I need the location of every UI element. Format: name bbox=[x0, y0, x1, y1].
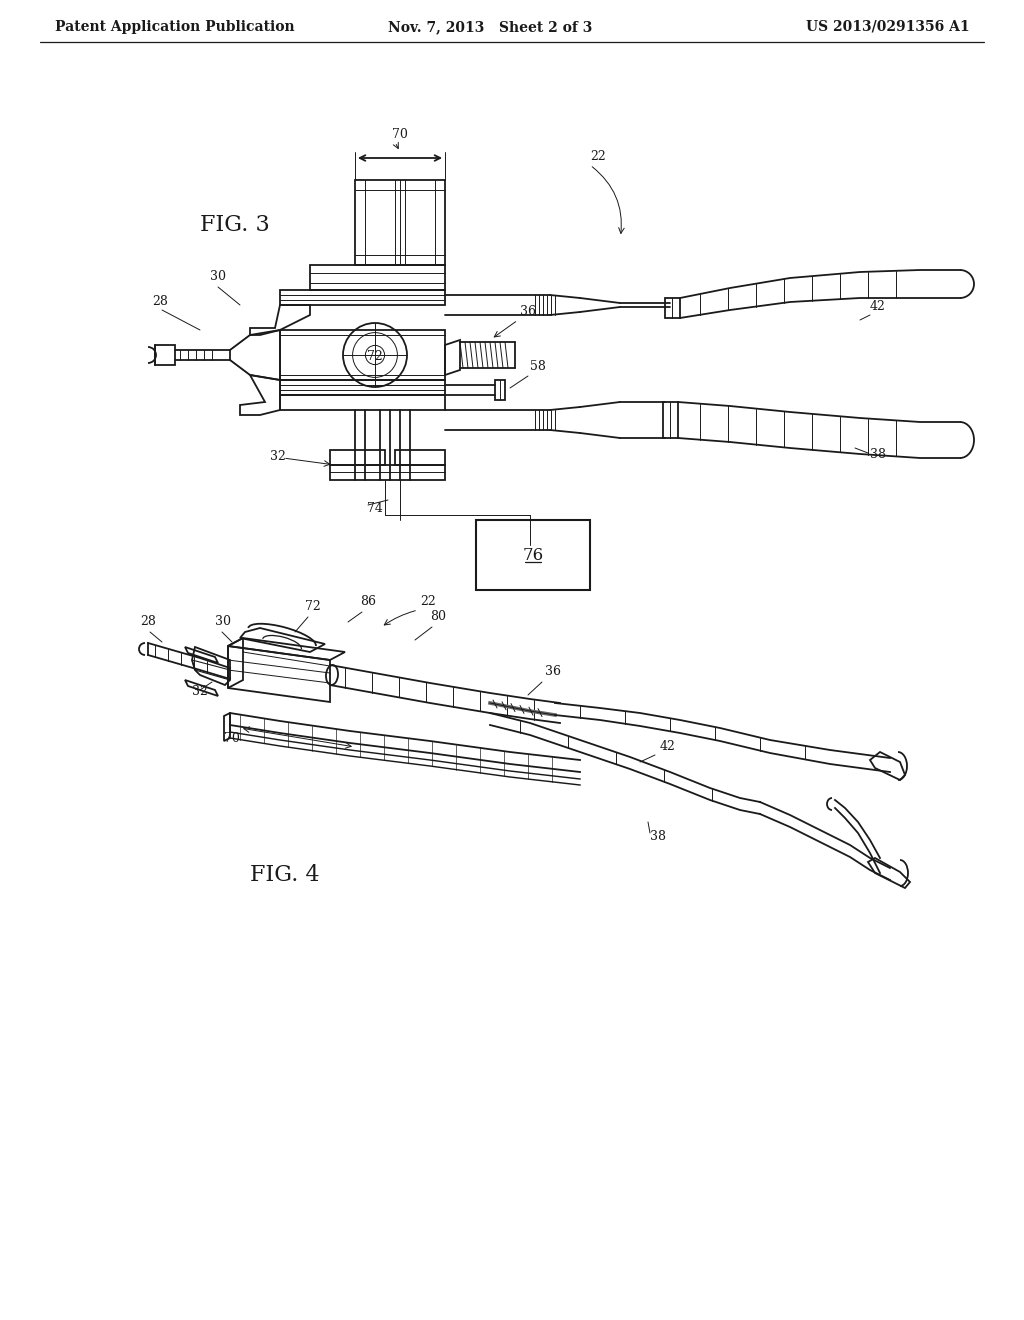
Text: 58: 58 bbox=[530, 360, 546, 374]
Text: Patent Application Publication: Patent Application Publication bbox=[55, 20, 295, 34]
Text: 42: 42 bbox=[660, 741, 676, 752]
Text: 28: 28 bbox=[152, 294, 168, 308]
Text: 72: 72 bbox=[305, 601, 321, 612]
Text: 42: 42 bbox=[870, 300, 886, 313]
Text: 76: 76 bbox=[522, 546, 544, 564]
Text: FIG. 3: FIG. 3 bbox=[200, 214, 269, 236]
Text: 38: 38 bbox=[650, 830, 666, 843]
Text: 74: 74 bbox=[367, 502, 383, 515]
Text: 30: 30 bbox=[215, 615, 231, 628]
Text: 38: 38 bbox=[870, 447, 886, 461]
Text: 32: 32 bbox=[270, 450, 286, 463]
Text: 28: 28 bbox=[140, 615, 156, 628]
Text: 70: 70 bbox=[392, 128, 408, 141]
Text: US 2013/0291356 A1: US 2013/0291356 A1 bbox=[806, 20, 970, 34]
Text: 80: 80 bbox=[430, 610, 446, 623]
Text: 22: 22 bbox=[590, 150, 606, 162]
Text: 22: 22 bbox=[420, 595, 436, 609]
Text: 30: 30 bbox=[210, 271, 226, 282]
Text: 72: 72 bbox=[368, 351, 383, 363]
Text: 32: 32 bbox=[193, 685, 208, 698]
Text: 36: 36 bbox=[545, 665, 561, 678]
Text: 70: 70 bbox=[224, 733, 240, 744]
Text: FIG. 4: FIG. 4 bbox=[250, 865, 319, 886]
Text: Nov. 7, 2013   Sheet 2 of 3: Nov. 7, 2013 Sheet 2 of 3 bbox=[388, 20, 592, 34]
Text: 86: 86 bbox=[360, 595, 376, 609]
Text: 36: 36 bbox=[520, 305, 536, 318]
